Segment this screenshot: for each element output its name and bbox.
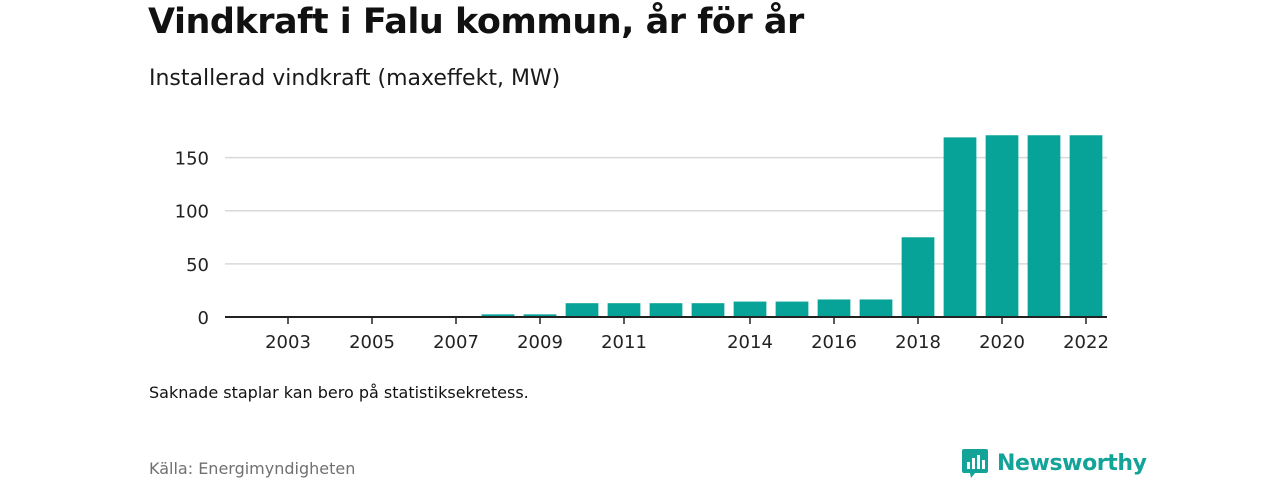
x-tick-label: 2005 (349, 332, 395, 353)
source-label: Källa: Energimyndigheten (149, 459, 356, 478)
x-axis-ticks: 2003 2005 2007 2009 2011 2014 2016 2018 2020 2022 (265, 317, 1109, 353)
x-tick-label: 2014 (727, 332, 773, 353)
bars (481, 135, 1103, 317)
y-tick-label: 150 (175, 149, 209, 170)
x-tick-label: 2022 (1063, 332, 1109, 353)
newsworthy-logo-icon (962, 449, 988, 478)
bar-2022 (1069, 135, 1103, 317)
bar-2008 (481, 314, 515, 317)
bar-2016 (817, 299, 851, 317)
chart-title: Vindkraft i Falu kommun, år för år (148, 2, 804, 42)
x-tick-label: 2003 (265, 332, 311, 353)
bar-2021 (1027, 135, 1061, 317)
y-tick-label: 0 (198, 308, 209, 329)
bar-2012 (649, 303, 683, 317)
bar-2014 (733, 301, 767, 317)
footnote: Saknade staplar kan bero på statistiksek… (149, 383, 529, 402)
newsworthy-brand: Newsworthy (961, 446, 1147, 480)
bar-2019 (943, 137, 977, 317)
bar-2017 (859, 299, 893, 317)
bar-2018 (901, 237, 935, 317)
x-tick-label: 2009 (517, 332, 563, 353)
bar-2009 (523, 314, 557, 317)
y-tick-label: 100 (175, 202, 209, 223)
chart-subtitle: Installerad vindkraft (maxeffekt, MW) (149, 66, 561, 91)
x-tick-label: 2016 (811, 332, 857, 353)
y-tick-label: 50 (186, 255, 209, 276)
bar-2020 (985, 135, 1019, 317)
bar-2011 (607, 303, 641, 317)
x-tick-label: 2020 (979, 332, 1025, 353)
bar-2015 (775, 301, 809, 317)
x-tick-label: 2007 (433, 332, 479, 353)
x-tick-label: 2018 (895, 332, 941, 353)
bar-2013 (691, 303, 725, 317)
y-axis-ticks: 0 50 100 150 (175, 149, 209, 329)
x-tick-label: 2011 (601, 332, 647, 353)
bar-2010 (565, 303, 599, 317)
brand-name: Newsworthy (997, 450, 1147, 476)
